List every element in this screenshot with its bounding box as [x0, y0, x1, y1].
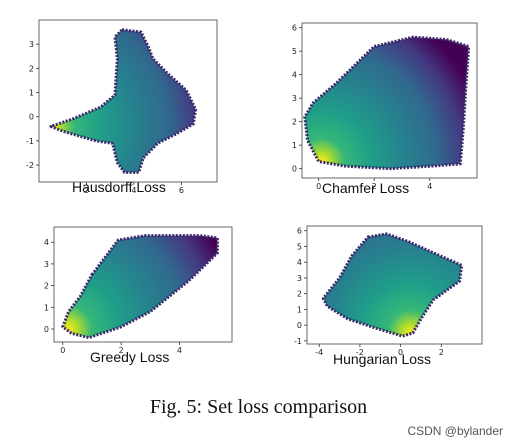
x-tick-label: -4: [315, 348, 323, 357]
x-tick-label: 2: [372, 182, 377, 191]
y-tick-label: -2: [26, 161, 34, 170]
y-tick-label: -1: [294, 337, 302, 346]
x-tick-label: 2: [119, 346, 124, 355]
x-tick-label: 4: [131, 186, 136, 195]
y-tick-label: 0: [29, 113, 34, 122]
y-tick-label: 5: [292, 47, 297, 56]
plot-frame: [38, 19, 218, 183]
figure-caption: Fig. 5: Set loss comparison: [149, 396, 368, 418]
y-tick-label: 3: [29, 40, 34, 49]
chart-title-chamfer: Chamfer Loss: [322, 180, 410, 196]
x-tick-label: 0: [60, 346, 65, 355]
x-tick-label: 4: [177, 346, 182, 355]
watermark: CSDN @bylander: [407, 424, 503, 438]
y-tick-label: 6: [297, 227, 302, 236]
x-tick-label: 2: [84, 186, 89, 195]
chart-title-hungarian: Hungarian Loss: [333, 351, 432, 367]
scatter-points: [61, 234, 219, 340]
x-tick-label: 0: [398, 348, 403, 357]
y-tick-label: 1: [292, 141, 297, 150]
scatter-points: [303, 35, 471, 171]
y-tick-label: 4: [292, 71, 297, 80]
scatter-points: [49, 28, 198, 174]
y-tick-label: 1: [29, 89, 34, 98]
y-tick-label: 3: [292, 94, 297, 103]
y-tick-label: 1: [44, 303, 49, 312]
y-tick-label: 2: [297, 290, 302, 299]
y-tick-label: -1: [26, 137, 34, 146]
y-tick-label: 3: [297, 274, 302, 283]
y-tick-label: 4: [297, 258, 302, 267]
y-tick-label: 0: [292, 165, 297, 174]
y-tick-label: 3: [44, 260, 49, 269]
plot-frame: [53, 226, 233, 343]
y-tick-label: 2: [44, 282, 49, 291]
x-tick-label: -2: [356, 348, 364, 357]
y-tick-label: 4: [44, 238, 49, 247]
y-tick-label: 2: [29, 64, 34, 73]
x-tick-label: 0: [316, 182, 321, 191]
plot-frame: [301, 22, 478, 179]
x-tick-label: 2: [439, 348, 444, 357]
y-tick-label: 2: [292, 118, 297, 127]
plot-frame: [306, 225, 483, 345]
x-tick-label: 6: [179, 186, 184, 195]
scatter-points: [321, 232, 464, 338]
x-tick-label: 4: [427, 182, 432, 191]
y-tick-label: 5: [297, 242, 302, 251]
chart-title-hausdorff: Hausdorff Loss: [72, 179, 166, 195]
y-tick-label: 0: [44, 325, 49, 334]
chart-title-greedy: Greedy Loss: [90, 349, 170, 365]
y-tick-label: 1: [297, 305, 302, 314]
y-tick-label: 6: [292, 24, 297, 33]
y-tick-label: 0: [297, 321, 302, 330]
